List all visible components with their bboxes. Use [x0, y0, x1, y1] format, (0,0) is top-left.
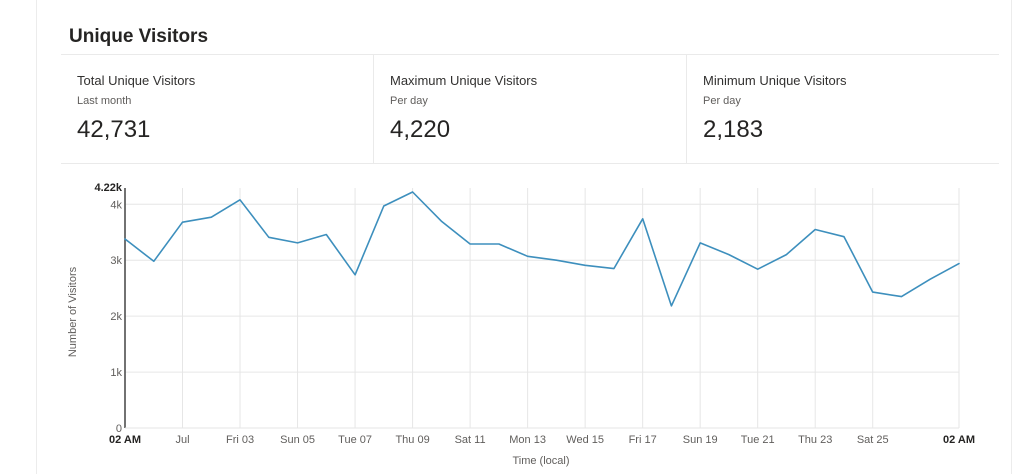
data-point [554, 258, 558, 262]
y-tick-label: 4.22k [94, 182, 122, 194]
panel-title: Unique Visitors [69, 26, 209, 47]
data-point [842, 235, 846, 239]
x-tick-label: Jul [175, 434, 189, 446]
metric-maximum-unique-visitors: Maximum Unique Visitors Per day 4,220 [374, 55, 687, 163]
data-point [899, 294, 903, 298]
data-point [497, 242, 501, 246]
unique-visitors-panel: Unique Visitors Total Unique Visitors La… [36, 0, 1012, 474]
data-point [525, 254, 529, 258]
x-tick-label: 02 AM [943, 434, 975, 446]
data-point [382, 204, 386, 208]
data-point [295, 241, 299, 245]
data-point [928, 277, 932, 281]
x-tick-label: Tue 21 [741, 434, 775, 446]
metric-sublabel: Last month [77, 95, 132, 107]
x-tick-label: Mon 13 [509, 434, 546, 446]
data-point [267, 235, 271, 239]
metric-sublabel: Per day [390, 95, 428, 107]
data-point [123, 237, 127, 241]
x-tick-label: Fri 03 [226, 434, 254, 446]
y-tick-label: 3k [110, 255, 122, 267]
chart-gridlines [125, 188, 960, 428]
metric-label: Total Unique Visitors [77, 73, 196, 88]
data-point [238, 198, 242, 202]
metric-total-unique-visitors: Total Unique Visitors Last month 42,731 [61, 55, 374, 163]
x-tick-label: Sat 11 [455, 434, 486, 446]
chart-series [123, 190, 961, 308]
data-point [583, 263, 587, 267]
metric-label: Minimum Unique Visitors [703, 73, 847, 88]
metrics-row: Total Unique Visitors Last month 42,731 … [61, 55, 999, 164]
x-tick-label: Sun 19 [683, 434, 718, 446]
x-axis-label: Time (local) [512, 455, 569, 467]
data-point [871, 290, 875, 294]
y-tick-label: 1k [110, 367, 122, 379]
y-tick-label: 0 [116, 423, 122, 435]
metric-label: Maximum Unique Visitors [390, 73, 538, 88]
x-tick-label: 02 AM [109, 434, 141, 446]
title-divider [61, 54, 999, 55]
data-point [353, 273, 357, 277]
x-tick-label: Thu 23 [798, 434, 832, 446]
data-point [640, 217, 644, 221]
y-tick-label: 2k [110, 311, 122, 323]
data-point [755, 267, 759, 271]
data-point [410, 190, 414, 194]
metric-value: 42,731 [77, 116, 151, 143]
y-axis: 0 1k 2k 3k 4k 4.22k [94, 182, 126, 435]
x-tick-label: Wed 15 [566, 434, 604, 446]
metric-value: 4,220 [390, 116, 451, 143]
x-tick-label: Fri 17 [629, 434, 657, 446]
data-point [180, 220, 184, 224]
metric-sublabel: Per day [703, 95, 741, 107]
visitors-series-line [124, 191, 960, 307]
y-axis-label: Number of Visitors [67, 266, 79, 357]
data-point [152, 259, 156, 263]
data-point [324, 232, 328, 236]
metric-minimum-unique-visitors: Minimum Unique Visitors Per day 2,183 [687, 55, 999, 163]
data-point [468, 242, 472, 246]
data-point [784, 252, 788, 256]
data-point [209, 215, 213, 219]
y-tick-label: 4k [110, 199, 122, 211]
data-point [957, 261, 961, 265]
data-point [439, 219, 443, 223]
data-point [727, 252, 731, 256]
data-point [612, 266, 616, 270]
metric-value: 2,183 [703, 116, 764, 143]
x-axis: 02 AM Jul Fri 03 Sun 05 Tue 07 Thu 09 Sat 11 Mo… [109, 427, 975, 446]
data-point [698, 241, 702, 245]
x-tick-label: Sat 25 [857, 434, 889, 446]
data-point [813, 227, 817, 231]
data-point [669, 304, 673, 308]
x-tick-label: Sun 05 [280, 434, 315, 446]
x-tick-label: Thu 09 [395, 434, 429, 446]
x-tick-label: Tue 07 [338, 434, 372, 446]
